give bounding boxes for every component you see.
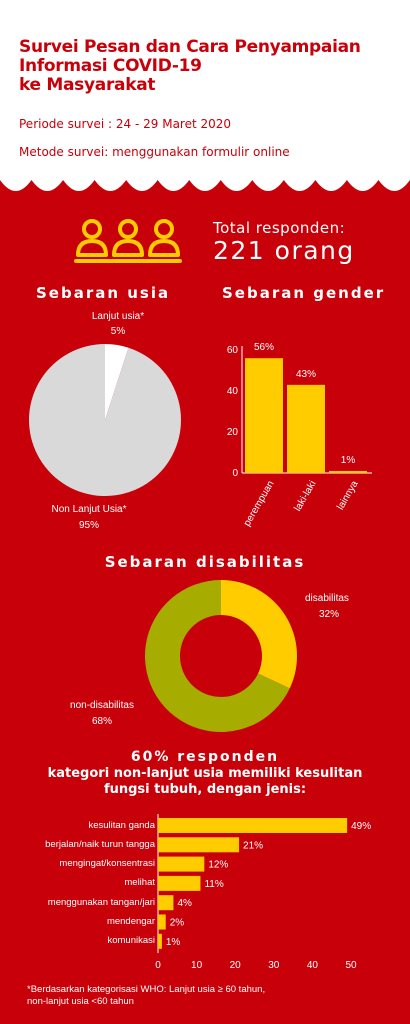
respondents-value: 221 orang bbox=[213, 236, 355, 265]
footnote-line2: non-lanjut usia <60 tahun bbox=[27, 996, 134, 1007]
difficulty-bar-6 bbox=[158, 933, 162, 949]
difficulty-value-label: 2% bbox=[170, 918, 185, 929]
difficulty-heading: 60% responden kategori non-lanjut usia m… bbox=[0, 749, 410, 797]
age-slice-label-elderly: Lanjut usia* 5% bbox=[66, 311, 170, 337]
difficulty-bar-3 bbox=[158, 875, 201, 891]
gender-category-label: lainnya bbox=[335, 479, 361, 512]
gender-value-label: 1% bbox=[341, 455, 356, 466]
gender-ytick-label: 0 bbox=[232, 468, 238, 479]
age-chart-title: Sebaran usia bbox=[36, 284, 171, 302]
difficulty-value-label: 49% bbox=[351, 821, 371, 832]
title-line-3: ke Masyarakat bbox=[19, 75, 156, 95]
difficulty-xtick-label: 10 bbox=[191, 960, 203, 970]
age-slice-label-nonelderly: Non Lanjut Usia* 95% bbox=[30, 504, 148, 531]
age-elderly-value: 5% bbox=[110, 326, 126, 337]
difficulty-heading-line1: 60% responden bbox=[130, 749, 280, 765]
gender-value-label: 56% bbox=[254, 342, 274, 353]
title-line-1: Survei Pesan dan Cara Penyampaian bbox=[19, 37, 361, 57]
non-disability-value: 68% bbox=[91, 716, 112, 727]
gender-bar-1 bbox=[287, 384, 325, 473]
difficulty-category-label: berjalan/naik turun tangga bbox=[45, 838, 155, 850]
gender-value-label: 43% bbox=[296, 369, 316, 380]
difficulty-category-label: menggunakan tangan/jari bbox=[47, 896, 155, 908]
difficulty-bar-0 bbox=[158, 818, 348, 833]
difficulty-category-label: mendengar bbox=[106, 916, 155, 927]
age-pie-slice-1 bbox=[29, 344, 181, 496]
difficulty-value-label: 1% bbox=[166, 937, 181, 948]
survey-period: Periode survei : 24 - 29 Maret 2020 bbox=[19, 117, 232, 131]
gender-category-label: laki-laki bbox=[292, 479, 318, 513]
non-disability-slice-label: non-disabilitas 68% bbox=[58, 700, 146, 727]
scalloped-divider bbox=[0, 172, 410, 191]
age-nonelderly-label: Non Lanjut Usia* bbox=[51, 504, 127, 515]
footnote-line1: *Berdasarkan kategorisasi WHO: Lanjut us… bbox=[27, 984, 266, 995]
non-disability-label: non-disabilitas bbox=[70, 700, 134, 711]
difficulty-category-label: komunikasi bbox=[107, 935, 155, 947]
gender-ytick-label: 60 bbox=[227, 345, 239, 356]
respondents-label: Total responden: bbox=[213, 219, 346, 237]
difficulty-value-label: 4% bbox=[177, 898, 192, 909]
difficulty-xtick-label: 0 bbox=[155, 960, 161, 970]
difficulty-bar-chart: 49% 21% 12% 11% 4% 2% 1% 0 10 20 30 40 50 bbox=[155, 814, 371, 970]
header-panel: Survei Pesan dan Cara Penyampaian Inform… bbox=[0, 0, 410, 172]
difficulty-heading-line3: fungsi tubuh, dengan jenis: bbox=[103, 782, 307, 797]
difficulty-bar-2 bbox=[158, 856, 205, 872]
people-group-icon bbox=[74, 219, 182, 263]
donut-slice-0 bbox=[221, 580, 297, 689]
gender-bar-0 bbox=[245, 358, 283, 473]
disability-donut-chart bbox=[145, 580, 297, 732]
age-pie-chart bbox=[29, 344, 181, 496]
difficulty-bar-4 bbox=[158, 895, 174, 911]
difficulty-category-label: mengingat/konsentrasi bbox=[59, 858, 155, 870]
donut-slice-1 bbox=[145, 580, 290, 732]
gender-bar-2 bbox=[329, 470, 367, 473]
gender-ytick-label: 20 bbox=[227, 427, 239, 438]
difficulty-xtick-label: 40 bbox=[307, 960, 319, 970]
difficulty-xtick-label: 20 bbox=[230, 960, 242, 970]
difficulty-value-label: 11% bbox=[204, 879, 223, 890]
difficulty-category-labels: kesulitan ganda berjalan/naik turun tangg… bbox=[10, 814, 155, 954]
difficulty-heading-line2: kategori non-lanjut usia memiliki kesuli… bbox=[47, 766, 363, 781]
page-title: Survei Pesan dan Cara Penyampaian Inform… bbox=[19, 38, 399, 95]
disability-chart-title: Sebaran disabilitas bbox=[104, 553, 306, 571]
disability-value: 32% bbox=[319, 609, 340, 620]
age-elderly-label: Lanjut usia* bbox=[91, 311, 145, 322]
difficulty-category-label: kesulitan ganda bbox=[88, 819, 155, 831]
age-nonelderly-value: 95% bbox=[78, 520, 99, 531]
difficulty-bar-5 bbox=[158, 914, 166, 930]
gender-chart-title: Sebaran gender bbox=[222, 284, 386, 302]
difficulty-bar-1 bbox=[158, 837, 240, 853]
gender-bar-chart: 0 20 40 60 56% perempuan 43% laki-laki 1% lainnya bbox=[227, 342, 372, 528]
footnote: *Berdasarkan kategorisasi WHO: Lanjut us… bbox=[27, 984, 397, 1008]
difficulty-xtick-label: 50 bbox=[345, 960, 357, 970]
disability-label: disabilitas bbox=[305, 593, 349, 604]
title-line-2: Informasi COVID-19 bbox=[19, 56, 202, 76]
disability-slice-label: disabilitas 32% bbox=[305, 593, 349, 620]
difficulty-value-label: 12% bbox=[208, 860, 228, 871]
gender-category-label: perempuan bbox=[242, 479, 277, 528]
gender-ytick-label: 40 bbox=[227, 386, 239, 397]
difficulty-category-label: melihat bbox=[124, 877, 155, 889]
difficulty-xtick-label: 30 bbox=[268, 960, 280, 970]
survey-method: Metode survei: menggunakan formulir onli… bbox=[19, 145, 290, 159]
age-pie-slice-0 bbox=[105, 344, 129, 420]
difficulty-value-label: 21% bbox=[243, 840, 263, 851]
